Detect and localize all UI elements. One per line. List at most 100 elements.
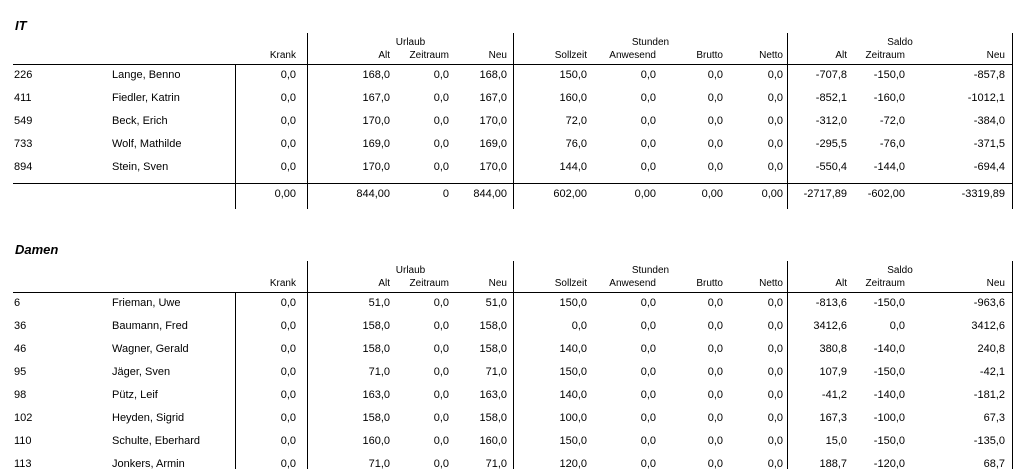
cell-saldo-neu: -1012,1 <box>967 92 1005 104</box>
cell-saldo-zeitraum: -150,0 <box>873 366 905 378</box>
cell-brutto: 0,0 <box>707 458 723 469</box>
employee-id: 36 <box>14 320 27 332</box>
total-urlaub-neu: 844,00 <box>473 188 507 200</box>
cell-netto: 0,0 <box>767 115 783 127</box>
cell-netto: 0,0 <box>767 92 783 104</box>
cell-sollzeit: 100,0 <box>559 412 587 424</box>
cell-saldo-neu: -963,6 <box>973 297 1005 309</box>
cell-saldo-zeitraum: -120,0 <box>873 458 905 469</box>
cell-saldo-alt: 3412,6 <box>813 320 847 332</box>
column-header-brutto: Brutto <box>696 278 723 289</box>
cell-brutto: 0,0 <box>707 138 723 150</box>
cell-urlaub-alt: 158,0 <box>362 412 390 424</box>
cell-saldo-alt: 107,9 <box>819 366 847 378</box>
cell-saldo-zeitraum: -150,0 <box>873 69 905 81</box>
cell-saldo-zeitraum: -160,0 <box>873 92 905 104</box>
cell-urlaub-alt: 170,0 <box>362 115 390 127</box>
cell-saldo-zeitraum: -150,0 <box>873 435 905 447</box>
section-title: Damen <box>15 242 59 257</box>
employee-name: Wagner, Gerald <box>112 343 189 355</box>
cell-sollzeit: 120,0 <box>559 458 587 469</box>
cell-urlaub-zeitraum: 0,0 <box>433 161 449 173</box>
cell-saldo-alt: -852,1 <box>815 92 847 104</box>
group-header-stunden: Stunden <box>631 265 670 276</box>
cell-krank: 0,0 <box>280 138 296 150</box>
employee-name: Schulte, Eberhard <box>112 435 201 447</box>
column-header-urlaub-zeitraum: Zeitraum <box>409 50 449 61</box>
cell-urlaub-neu: 163,0 <box>479 389 507 401</box>
cell-urlaub-neu: 170,0 <box>479 161 507 173</box>
cell-netto: 0,0 <box>767 69 783 81</box>
employee-id: 733 <box>14 138 33 150</box>
cell-sollzeit: 140,0 <box>559 389 587 401</box>
cell-saldo-alt: -550,4 <box>815 161 847 173</box>
column-header-saldo-neu: Neu <box>986 50 1005 61</box>
total-saldo-neu: -3319,89 <box>961 188 1005 200</box>
cell-netto: 0,0 <box>767 138 783 150</box>
group-header-saldo: Saldo <box>887 37 913 48</box>
employee-name: Jonkers, Armin <box>112 458 185 469</box>
cell-urlaub-zeitraum: 0,0 <box>433 115 449 127</box>
cell-saldo-zeitraum: -150,0 <box>873 297 905 309</box>
cell-saldo-neu: -384,0 <box>973 115 1005 127</box>
cell-brutto: 0,0 <box>707 69 723 81</box>
employee-name: Lange, Benno <box>112 69 181 81</box>
total-netto: 0,00 <box>761 188 783 200</box>
column-header-anwesend: Anwesend <box>609 50 656 61</box>
employee-name: Pütz, Leif <box>112 389 158 401</box>
cell-anwesend: 0,0 <box>640 366 656 378</box>
cell-urlaub-neu: 158,0 <box>479 412 507 424</box>
employee-id: 113 <box>14 458 32 469</box>
cell-urlaub-alt: 168,0 <box>362 69 390 81</box>
employee-id: 411 <box>14 92 32 104</box>
cell-brutto: 0,0 <box>707 389 723 401</box>
cell-urlaub-zeitraum: 0,0 <box>433 389 449 401</box>
column-divider <box>1012 33 1013 209</box>
employee-name: Jäger, Sven <box>112 366 171 378</box>
total-krank: 0,00 <box>274 188 296 200</box>
cell-netto: 0,0 <box>767 458 783 469</box>
cell-urlaub-alt: 158,0 <box>362 320 390 332</box>
cell-anwesend: 0,0 <box>640 161 656 173</box>
cell-brutto: 0,0 <box>707 343 723 355</box>
employee-name: Wolf, Mathilde <box>112 138 182 150</box>
column-divider <box>307 33 308 209</box>
cell-saldo-neu: -857,8 <box>973 69 1005 81</box>
group-header-urlaub: Urlaub <box>395 265 426 276</box>
total-anwesend: 0,00 <box>634 188 656 200</box>
cell-urlaub-alt: 160,0 <box>362 435 390 447</box>
cell-saldo-neu: 68,7 <box>983 458 1005 469</box>
employee-name: Frieman, Uwe <box>112 297 181 309</box>
cell-saldo-alt: -312,0 <box>815 115 847 127</box>
cell-saldo-zeitraum: -144,0 <box>873 161 905 173</box>
section-title: IT <box>15 18 27 33</box>
cell-saldo-zeitraum: -140,0 <box>873 343 905 355</box>
column-divider <box>513 33 514 209</box>
cell-saldo-alt: -813,6 <box>815 297 847 309</box>
cell-sollzeit: 144,0 <box>559 161 587 173</box>
cell-netto: 0,0 <box>767 320 783 332</box>
cell-sollzeit: 72,0 <box>565 115 587 127</box>
cell-saldo-alt: 188,7 <box>819 458 847 469</box>
cell-saldo-alt: 15,0 <box>825 435 847 447</box>
cell-urlaub-zeitraum: 0,0 <box>433 92 449 104</box>
employee-id: 894 <box>14 161 33 173</box>
column-header-saldo-alt: Alt <box>835 278 847 289</box>
cell-netto: 0,0 <box>767 297 783 309</box>
cell-saldo-neu: 67,3 <box>983 412 1005 424</box>
cell-brutto: 0,0 <box>707 161 723 173</box>
cell-netto: 0,0 <box>767 161 783 173</box>
cell-krank: 0,0 <box>280 92 296 104</box>
cell-urlaub-neu: 167,0 <box>479 92 507 104</box>
column-divider <box>787 33 788 209</box>
cell-brutto: 0,0 <box>707 115 723 127</box>
cell-krank: 0,0 <box>280 115 296 127</box>
employee-id: 95 <box>14 366 27 378</box>
group-header-stunden: Stunden <box>631 37 670 48</box>
cell-krank: 0,0 <box>280 343 296 355</box>
cell-urlaub-alt: 167,0 <box>362 92 390 104</box>
cell-netto: 0,0 <box>767 435 783 447</box>
cell-saldo-neu: -42,1 <box>979 366 1005 378</box>
cell-urlaub-alt: 169,0 <box>362 138 390 150</box>
column-header-netto: Netto <box>759 278 783 289</box>
